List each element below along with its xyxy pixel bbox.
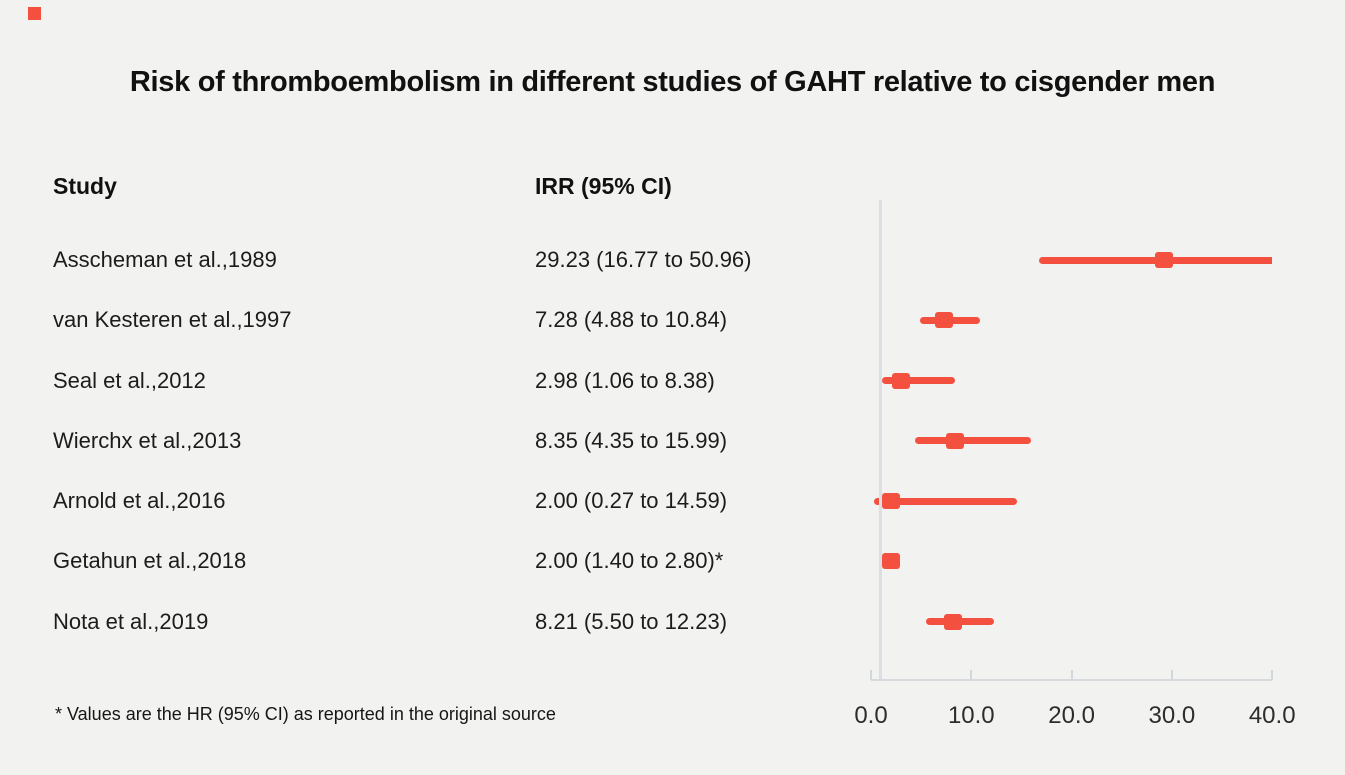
irr-value: 29.23 (16.77 to 50.96) [535,247,752,272]
chart-title: Risk of thromboembolism in different stu… [129,66,1216,98]
x-axis-tick-label: 30.0 [1148,702,1196,729]
study-column-header: Study [53,173,117,199]
brand-mark-square [28,7,41,20]
study-label: Getahun et al.,2018 [53,548,247,574]
study-label: van Kesteren et al.,1997 [53,307,292,333]
study-label: Nota et al.,2019 [53,608,209,634]
point-estimate-marker [935,312,954,329]
reference-line-irr-1 [879,200,882,680]
x-axis-tick-label: 0.0 [854,702,888,729]
x-axis-tick-label: 10.0 [947,702,995,729]
irr-value: 2.00 (1.40 to 2.80)* [535,548,724,574]
point-estimate-marker [945,432,964,449]
irr-value: 7.28 (4.88 to 10.84) [535,307,728,333]
confidence-interval-bar [914,437,1032,445]
x-axis-tick-label: 20.0 [1048,702,1095,729]
x-axis-tick-mark [970,670,973,680]
point-estimate-marker [891,372,910,389]
irr-column-header: IRR (95% CI) [535,173,672,199]
x-axis-tick-mark [1271,670,1274,680]
x-axis-tick-mark [1170,670,1173,680]
x-axis-tick-mark [870,670,872,680]
x-axis-tick-mark [1070,670,1073,680]
irr-value: 2.98 (1.06 to 8.38) [535,367,715,393]
study-label: Wierchx et al.,2013 [53,427,242,453]
study-label: Asscheman et al.,1989 [53,247,277,272]
confidence-interval-bar [881,377,956,384]
study-label: Seal et al.,2012 [53,367,206,393]
x-axis-tick-label: 40.0 [1248,702,1296,729]
footnote: * Values are the HR (95% CI) as reported… [55,704,556,724]
study-label: Arnold et al.,2016 [53,488,226,513]
irr-value: 8.35 (4.35 to 15.99) [535,427,728,453]
point-estimate-marker [882,553,901,570]
point-estimate-marker [882,493,901,509]
irr-value: 2.00 (0.27 to 14.59) [535,488,728,513]
point-estimate-marker [944,613,963,630]
point-estimate-marker [1155,252,1174,268]
confidence-interval-bar [873,497,1018,505]
x-axis-line [871,679,1273,681]
irr-value: 8.21 (5.50 to 12.23) [535,608,728,634]
